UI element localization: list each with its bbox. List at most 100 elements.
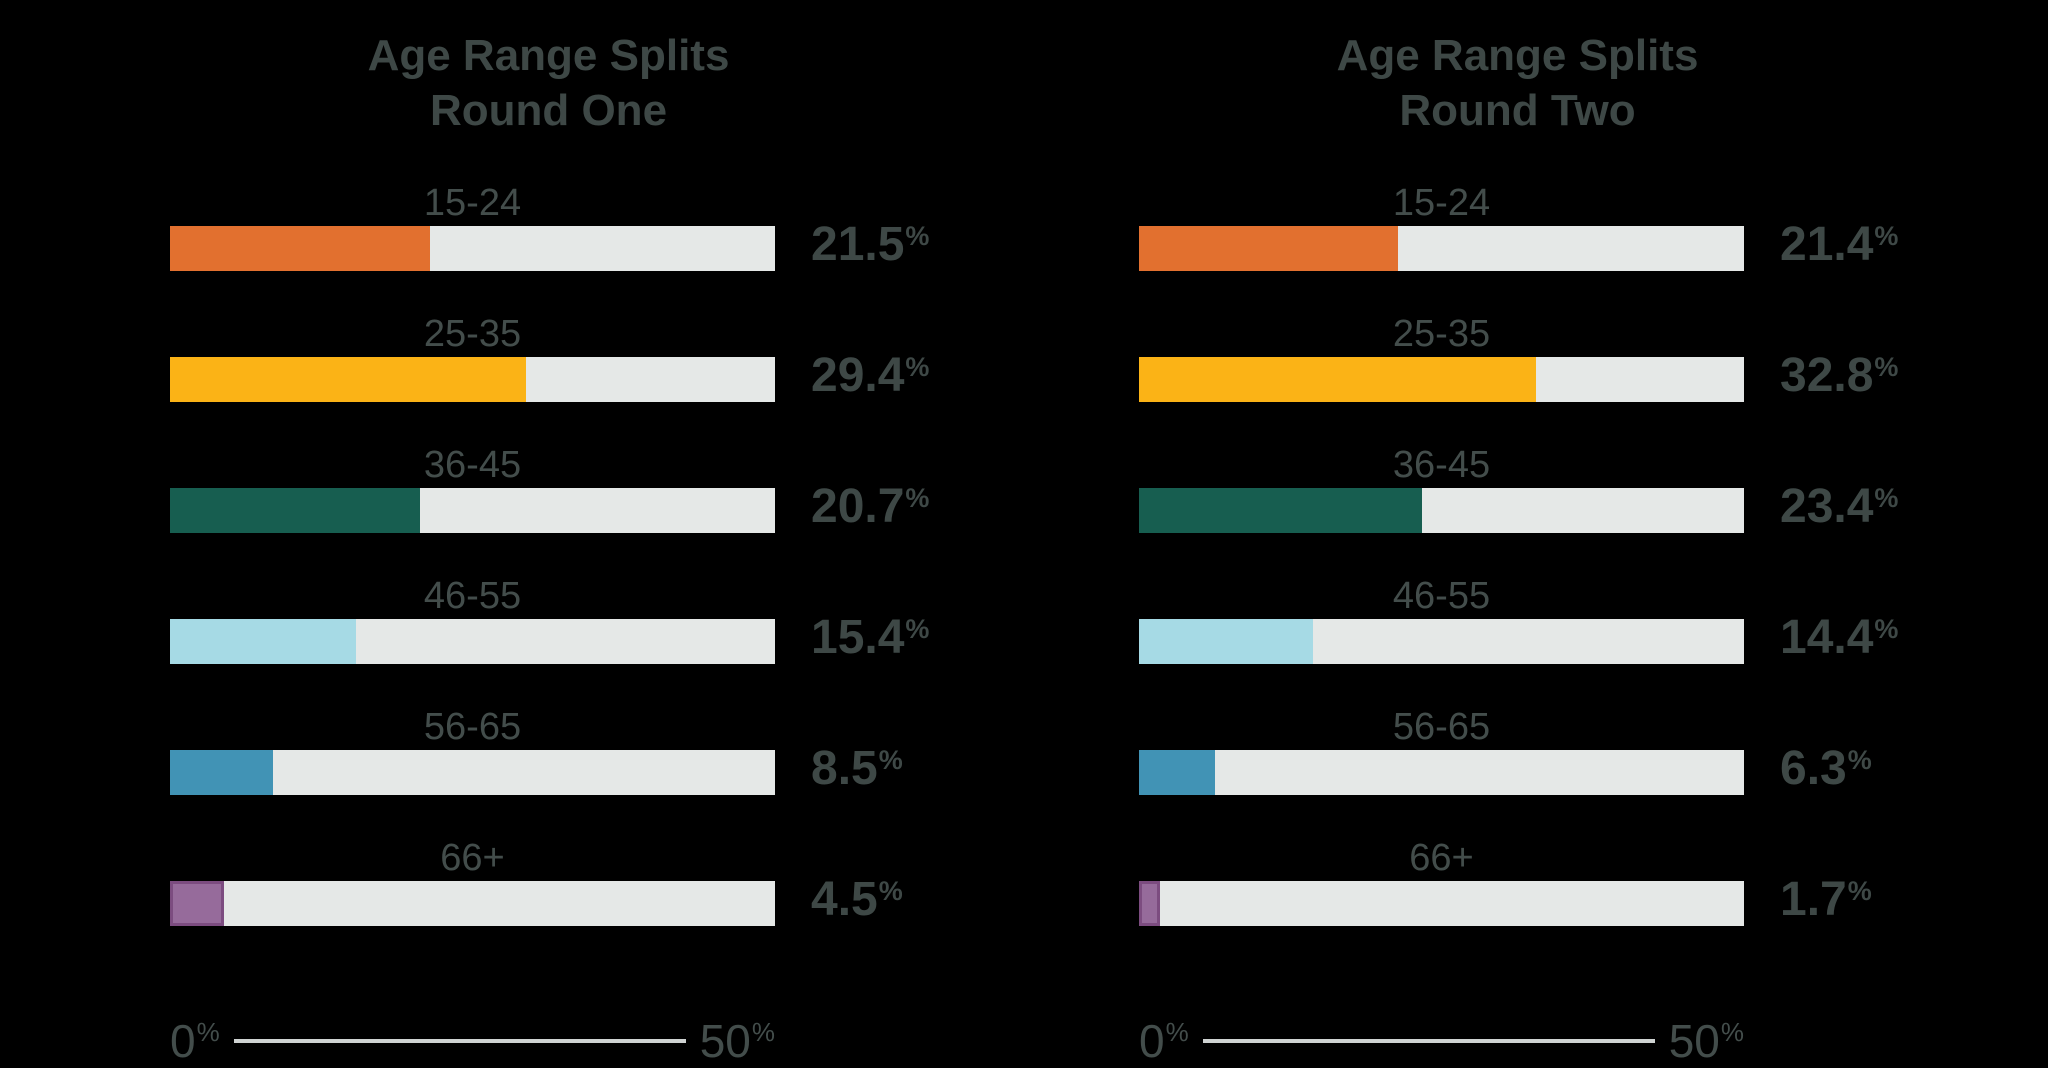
bar-category-label: 46-55 <box>1392 575 1491 617</box>
bar-category-label: 46-55 <box>423 575 522 617</box>
bar-line: 14.4% <box>1139 614 1899 667</box>
bar-value-number: 29.4 <box>811 349 905 402</box>
bar-value-number: 20.7 <box>811 480 905 533</box>
axis-min-number: 0 <box>170 1015 196 1067</box>
bar-track <box>170 749 775 795</box>
bar-row: 66+ 4.5% <box>170 839 927 929</box>
bar-row: 15-24 21.5% <box>170 182 930 274</box>
bar-category-label: 36-45 <box>1392 444 1491 486</box>
chart-title-round-one: Age Range Splits Round One <box>170 28 927 138</box>
bar-category-label: 66+ <box>1409 837 1474 879</box>
x-axis: 0% 50% <box>1139 1014 1744 1068</box>
bar-track <box>1139 225 1744 271</box>
bar-value: 14.4% <box>1744 614 1899 667</box>
axis-min-percent-sign: % <box>196 1017 220 1047</box>
bar-row: 36-45 23.4% <box>1139 444 1899 536</box>
x-axis: 0% 50% <box>170 1014 775 1068</box>
bar-track <box>170 618 775 664</box>
bar-line: 8.5% <box>170 745 927 798</box>
bar-category-label: 25-35 <box>423 313 522 355</box>
bar-value-number: 8.5 <box>811 742 878 795</box>
bar-row: 56-65 6.3% <box>1139 708 1896 798</box>
axis-max-label: 50% <box>700 1014 775 1068</box>
bar-track <box>1139 356 1744 402</box>
axis-max-label: 50% <box>1669 1014 1744 1068</box>
bar-row: 46-55 15.4% <box>170 575 930 667</box>
bar-category-label: 36-45 <box>423 444 522 486</box>
bar-line: 1.7% <box>1139 876 1896 929</box>
bar-value-percent-sign: % <box>1874 352 1899 382</box>
bar-value-percent-sign: % <box>1874 221 1899 251</box>
axis-min-label: 0% <box>1139 1014 1189 1068</box>
bar-value-percent-sign: % <box>1874 483 1899 513</box>
axis-min-label: 0% <box>170 1014 220 1068</box>
axis-max-number: 50 <box>699 1015 751 1067</box>
bar-value: 23.4% <box>1744 483 1899 536</box>
bar-value-percent-sign: % <box>905 614 930 644</box>
bar-value: 4.5% <box>775 876 927 929</box>
bar-fill <box>1139 749 1216 795</box>
bar-value-percent-sign: % <box>1847 876 1872 906</box>
bar-category-label: 15-24 <box>423 182 522 224</box>
bar-value-percent-sign: % <box>1874 614 1899 644</box>
bar-value: 20.7% <box>775 483 930 536</box>
chart-round-two: Age Range Splits Round Two 15-24 21.4% 2… <box>1139 28 1899 1067</box>
chart-title-round-two: Age Range Splits Round Two <box>1139 28 1896 138</box>
bar-value-percent-sign: % <box>905 483 930 513</box>
bar-track <box>1139 880 1744 926</box>
axis-line <box>233 1039 686 1043</box>
bar-fill <box>170 880 225 926</box>
bar-value: 8.5% <box>775 745 927 798</box>
bar-row: 25-35 29.4% <box>170 313 930 405</box>
chart-title-line2: Round Two <box>1399 86 1636 135</box>
bar-fill <box>1139 487 1423 533</box>
bar-fill <box>1139 880 1160 926</box>
bar-value-number: 21.4 <box>1780 218 1874 271</box>
bar-line: 29.4% <box>170 352 930 405</box>
bar-value-percent-sign: % <box>905 221 930 251</box>
bar-value-number: 23.4 <box>1780 480 1874 533</box>
bar-track <box>1139 487 1744 533</box>
bar-category-label: 66+ <box>440 837 505 879</box>
bar-value-percent-sign: % <box>878 876 903 906</box>
bar-track <box>170 225 775 271</box>
chart-title-line2: Round One <box>429 86 668 135</box>
bar-fill <box>170 618 357 664</box>
bar-category-label: 15-24 <box>1392 182 1491 224</box>
bar-value: 15.4% <box>775 614 930 667</box>
bar-line: 15.4% <box>170 614 930 667</box>
bar-category-label: 25-35 <box>1392 313 1491 355</box>
bar-category-label: 56-65 <box>423 706 522 748</box>
bar-group: 15-24 21.5% 25-35 29.4% 36-45 20.7% 46-5… <box>170 182 930 970</box>
bar-fill <box>170 749 273 795</box>
bar-line: 21.4% <box>1139 221 1899 274</box>
axis-max-number: 50 <box>1668 1015 1720 1067</box>
bar-category-label: 56-65 <box>1392 706 1491 748</box>
bar-value-number: 1.7 <box>1780 873 1847 926</box>
bar-row: 36-45 20.7% <box>170 444 930 536</box>
bar-value-percent-sign: % <box>878 745 903 775</box>
bar-line: 32.8% <box>1139 352 1899 405</box>
bar-value: 21.4% <box>1744 221 1899 274</box>
bar-value-number: 14.4 <box>1780 611 1874 664</box>
bar-fill <box>1139 618 1314 664</box>
axis-max-percent-sign: % <box>1720 1017 1744 1047</box>
bar-value-number: 32.8 <box>1780 349 1874 402</box>
chart-round-one: Age Range Splits Round One 15-24 21.5% 2… <box>170 28 930 1067</box>
bar-value-number: 15.4 <box>811 611 905 664</box>
bar-track <box>170 356 775 402</box>
bar-fill <box>170 356 526 402</box>
bar-value-percent-sign: % <box>905 352 930 382</box>
bar-fill <box>1139 356 1536 402</box>
bar-value: 6.3% <box>1744 745 1896 798</box>
bar-row: 56-65 8.5% <box>170 708 927 798</box>
chart-title-line1: Age Range Splits <box>1336 31 1699 80</box>
bar-value-number: 6.3 <box>1780 742 1847 795</box>
bar-value-number: 21.5 <box>811 218 905 271</box>
bar-value-number: 4.5 <box>811 873 878 926</box>
bar-value: 32.8% <box>1744 352 1899 405</box>
bar-row: 15-24 21.4% <box>1139 182 1899 274</box>
bar-group: 15-24 21.4% 25-35 32.8% 36-45 23.4% 46-5… <box>1139 182 1899 970</box>
bar-value: 29.4% <box>775 352 930 405</box>
